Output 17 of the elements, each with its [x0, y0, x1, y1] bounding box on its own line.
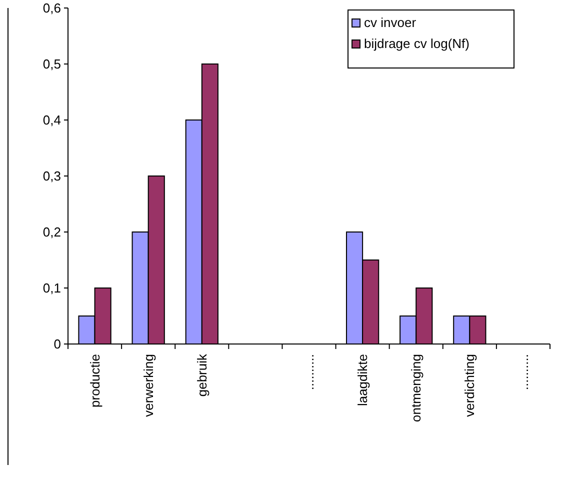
- x-tick-label: ontmenging: [408, 354, 424, 422]
- y-tick-label: 0,2: [42, 224, 61, 240]
- x-tick-label: gebruik: [194, 354, 210, 397]
- legend-label: bijdrage cv log(Nf): [364, 36, 470, 51]
- y-tick-label: 0,6: [42, 0, 61, 16]
- x-tick-label: ..........: [302, 354, 317, 390]
- x-tick-label: productie: [87, 354, 102, 408]
- x-tick-label: verwerking: [140, 354, 156, 417]
- y-tick-label: 0,3: [42, 168, 61, 184]
- y-tick-label: 0: [54, 336, 61, 352]
- x-tick-label: verdichting: [462, 354, 478, 417]
- y-tick-label: 0,5: [42, 56, 61, 72]
- legend-label: cv invoer: [364, 15, 417, 30]
- y-tick-label: 0,4: [42, 112, 61, 128]
- x-tick-label: laagdikte: [355, 354, 370, 406]
- x-tick-label: ..........: [516, 354, 531, 390]
- y-tick-label: 0,1: [42, 280, 61, 296]
